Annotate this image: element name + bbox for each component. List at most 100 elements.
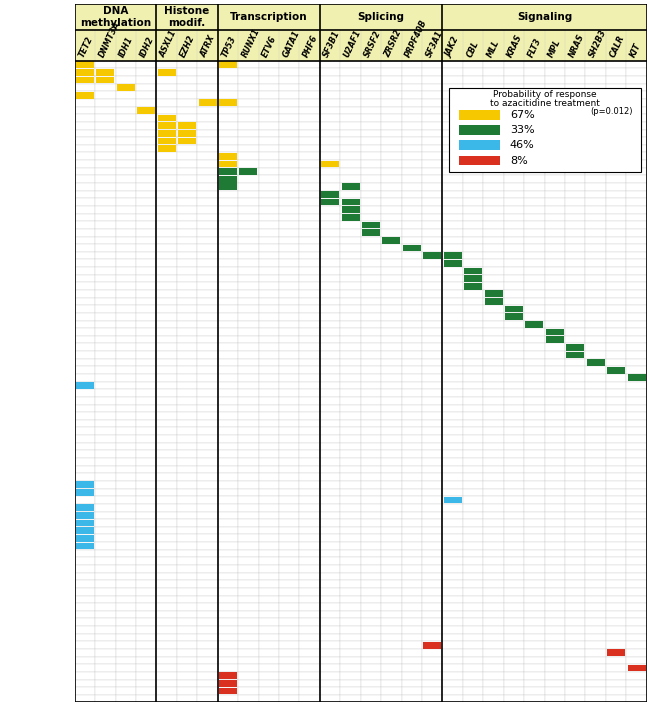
Bar	[320, 267, 341, 275]
Bar	[95, 343, 116, 351]
Bar	[381, 191, 402, 198]
Bar	[238, 252, 259, 259]
Bar	[300, 336, 320, 343]
Bar	[238, 313, 259, 321]
Bar	[300, 611, 320, 618]
Bar	[75, 443, 95, 450]
Bar	[177, 458, 198, 466]
Bar	[627, 366, 647, 374]
Bar	[586, 61, 606, 68]
Bar	[76, 481, 94, 488]
Bar	[422, 313, 443, 321]
Bar	[484, 450, 504, 458]
Bar	[238, 351, 259, 359]
Bar	[198, 542, 218, 550]
Bar	[136, 237, 157, 244]
Bar	[157, 664, 177, 672]
Bar	[300, 588, 320, 596]
Bar	[300, 557, 320, 565]
Bar	[95, 305, 116, 313]
Bar	[76, 92, 94, 99]
Bar	[136, 542, 157, 550]
Bar	[198, 496, 218, 504]
Bar	[444, 260, 462, 267]
Bar	[300, 343, 320, 351]
Bar	[422, 99, 443, 107]
Bar	[361, 618, 381, 626]
Bar	[524, 466, 545, 473]
Bar	[443, 175, 463, 183]
Bar	[504, 68, 524, 76]
Bar	[606, 626, 627, 634]
Bar	[95, 489, 116, 496]
Bar	[75, 160, 95, 168]
Bar	[545, 412, 565, 420]
Bar	[627, 305, 647, 313]
Bar	[545, 657, 565, 664]
Bar	[95, 313, 116, 321]
Bar	[443, 237, 463, 244]
Bar	[422, 435, 443, 443]
Bar	[279, 198, 300, 206]
Bar	[218, 145, 238, 152]
Bar	[402, 672, 422, 680]
Bar	[198, 435, 218, 443]
Bar	[402, 359, 422, 366]
Bar	[320, 596, 341, 603]
Bar	[545, 122, 565, 130]
Bar	[402, 321, 422, 328]
Bar	[361, 672, 381, 680]
Bar	[627, 168, 647, 175]
Bar	[463, 122, 484, 130]
Bar	[545, 496, 565, 504]
Bar	[422, 290, 443, 298]
Bar	[341, 489, 361, 496]
Bar	[463, 328, 484, 336]
Bar	[381, 481, 402, 489]
Bar	[178, 138, 196, 145]
Bar	[422, 550, 443, 557]
Bar	[218, 420, 238, 427]
Bar	[402, 107, 422, 114]
Bar	[422, 405, 443, 412]
Bar	[320, 443, 341, 450]
Bar	[300, 275, 320, 282]
Bar	[402, 259, 422, 267]
Bar	[136, 466, 157, 473]
Bar	[565, 130, 586, 137]
Bar	[341, 114, 361, 122]
Bar	[75, 603, 95, 611]
Bar	[443, 641, 463, 649]
Bar	[361, 351, 381, 359]
Bar	[627, 565, 647, 573]
Bar	[524, 450, 545, 458]
Bar	[586, 534, 606, 542]
Bar	[157, 160, 177, 168]
Bar	[136, 168, 157, 175]
Bar	[157, 336, 177, 343]
Bar	[320, 366, 341, 374]
Bar	[504, 328, 524, 336]
Bar	[279, 626, 300, 634]
Bar	[95, 580, 116, 588]
Bar	[218, 672, 238, 680]
Bar	[443, 573, 463, 580]
Bar	[586, 282, 606, 290]
Bar	[341, 99, 361, 107]
Bar	[463, 618, 484, 626]
Bar	[136, 427, 157, 435]
Bar	[137, 107, 155, 114]
Bar	[402, 366, 422, 374]
Bar	[238, 634, 259, 641]
Bar	[218, 359, 238, 366]
Bar	[279, 114, 300, 122]
Bar	[361, 634, 381, 641]
Bar	[259, 427, 279, 435]
Bar	[259, 611, 279, 618]
Bar	[136, 351, 157, 359]
Bar	[279, 565, 300, 573]
Bar	[606, 168, 627, 175]
Bar	[177, 611, 198, 618]
Bar	[238, 152, 259, 160]
Bar	[75, 634, 95, 641]
